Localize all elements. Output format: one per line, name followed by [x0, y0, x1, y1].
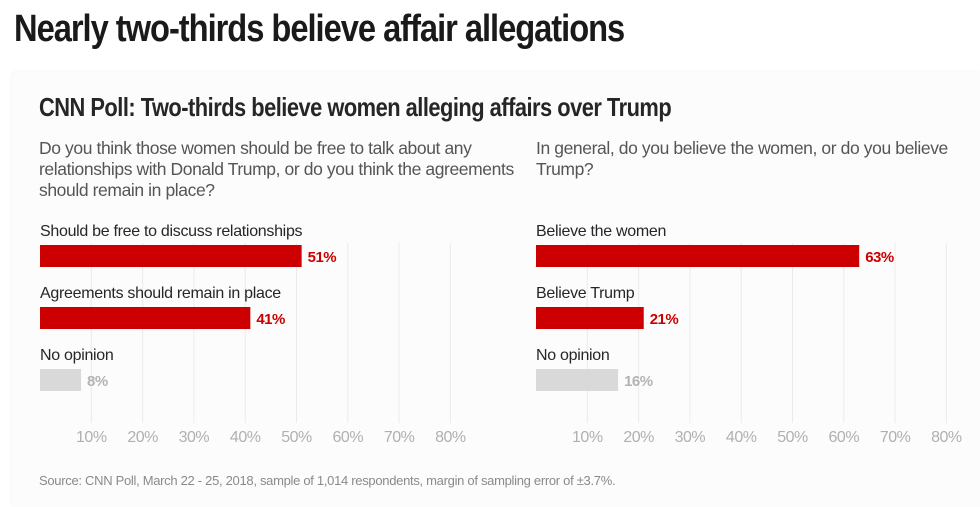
right-tick-label: 20% [623, 429, 654, 446]
source-note: Source: CNN Poll, March 22 - 25, 2018, s… [39, 473, 616, 488]
left-category-label: Should be free to discuss relationships [40, 223, 303, 240]
right-tick-label: 80% [931, 429, 962, 446]
left-category-label: No opinion [40, 347, 114, 364]
right-tick-label: 70% [880, 429, 911, 446]
chart-subtitle: CNN Poll: Two-thirds believe women alleg… [39, 92, 672, 122]
bar-chart-left: 10% 20% 30% 40% 50% 60% 70% 80% Should be free t… [40, 223, 466, 446]
bar-chart-right: 10% 20% 30% 40% 50% 60% 70% 80% Believe the wome… [536, 223, 962, 446]
right-value-label: 16% [624, 373, 653, 390]
right-tick-label: 50% [777, 429, 808, 446]
left-tick-label: 20% [127, 429, 158, 446]
left-bar [40, 245, 302, 267]
right-value-label: 63% [865, 249, 894, 266]
left-value-label: 41% [256, 311, 285, 328]
headline: Nearly two-thirds believe affair allegat… [14, 8, 625, 50]
left-tick-label: 70% [384, 429, 415, 446]
left-tick-label: 30% [179, 429, 210, 446]
right-value-label: 21% [650, 311, 679, 328]
left-value-label: 8% [87, 373, 108, 390]
left-tick-label: 80% [435, 429, 466, 446]
question-right: In general, do you believe the women, or… [536, 138, 948, 179]
right-tick-label: 40% [726, 429, 757, 446]
right-bar [536, 369, 619, 391]
question-left: Do you think those women should be free … [39, 138, 514, 200]
right-category-label: Believe Trump [536, 285, 635, 302]
left-tick-label: 10% [76, 429, 107, 446]
left-bar [40, 369, 82, 391]
right-category-label: No opinion [536, 347, 610, 364]
left-bar [40, 307, 251, 329]
right-bar [536, 307, 644, 329]
chart-panel [12, 72, 980, 507]
right-tick-label: 30% [675, 429, 706, 446]
left-tick-label: 40% [230, 429, 261, 446]
left-tick-label: 50% [281, 429, 312, 446]
right-bar [536, 245, 860, 267]
right-category-label: Believe the women [536, 223, 666, 240]
left-value-label: 51% [308, 249, 337, 266]
right-tick-label: 60% [829, 429, 860, 446]
left-tick-label: 60% [333, 429, 364, 446]
left-category-label: Agreements should remain in place [40, 285, 281, 302]
right-tick-label: 10% [572, 429, 603, 446]
